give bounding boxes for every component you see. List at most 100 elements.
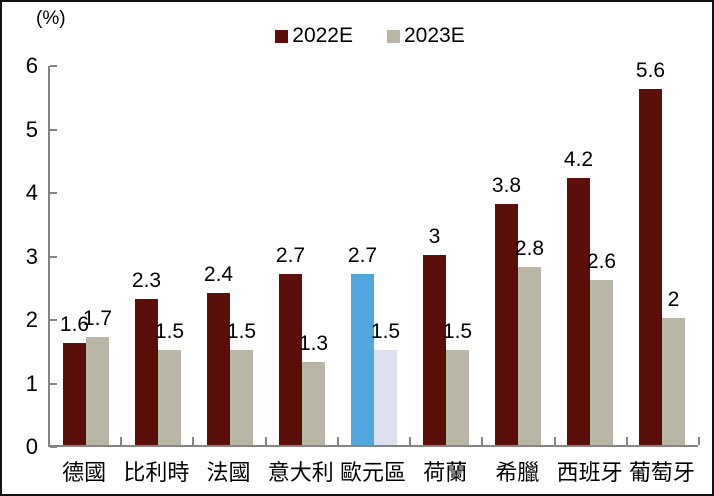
category-label-4: 意大利: [267, 460, 334, 485]
bar-value-label: 1.5: [442, 319, 473, 343]
y-tick: [50, 192, 57, 194]
bar-value-label: 2.3: [131, 268, 162, 292]
bar-group-7: 3.8 2.8: [482, 66, 554, 445]
bar-groups: 1.6 1.7 2.3 1.5 2.4 1.5 2.7 1.3 2.7 1.5 3 1.5 3.8 2.8…: [50, 59, 698, 445]
y-tick: [50, 382, 57, 385]
bar-2023e-葡萄牙: [662, 318, 685, 445]
category-label-1: 德國: [62, 460, 107, 485]
bar-col: 1.7: [82, 66, 113, 445]
plot-area: 1.6 1.7 2.3 1.5 2.4 1.5 2.7 1.3 2.7 1.5 3 1.5 3.8 2.8…: [48, 59, 700, 448]
category-label-7: 希臘: [495, 460, 540, 485]
bar-2023e-西班牙: [590, 279, 613, 445]
bar-2023e-法國: [230, 349, 253, 445]
y-tick: [50, 255, 57, 258]
bar-value-label: 1.5: [370, 319, 401, 343]
y-tick-label: 5: [25, 116, 38, 142]
x-tick: [409, 437, 412, 445]
x-tick: [336, 437, 339, 445]
legend-label-2023e: 2023E: [404, 24, 465, 47]
x-tick: [264, 437, 267, 445]
bar-col: 2.4: [203, 66, 234, 445]
category-label-3: 法國: [206, 460, 251, 485]
bar-col: 2.7: [347, 66, 378, 445]
bar-value-label: 4.2: [563, 148, 594, 172]
bar-2023e-比利時: [158, 349, 181, 445]
bar-col: 1.5: [226, 66, 257, 445]
x-tick: [481, 437, 484, 445]
x-tick: [553, 437, 556, 445]
category-label-2: 比利時: [123, 460, 190, 485]
y-tick: [50, 65, 57, 67]
legend-swatch-2023e: [387, 29, 400, 43]
bar-col: 1.6: [59, 66, 90, 445]
bar-group-2: 2.3 1.5: [122, 66, 194, 445]
bar-col: 3: [423, 66, 446, 445]
bar-col: 1.5: [442, 66, 473, 445]
y-tick-label: 2: [25, 307, 38, 332]
bar-col: 2.3: [131, 66, 162, 445]
y-tick-label: 6: [25, 53, 38, 78]
x-tick: [192, 437, 195, 445]
y-tick-label: 4: [25, 180, 38, 205]
bar-value-label: 3.8: [491, 173, 522, 197]
bar-2022e-葡萄牙: [639, 89, 662, 445]
legend-item-2023e: 2023E: [387, 24, 465, 48]
category-label-6: 荷蘭: [423, 460, 468, 485]
category-label-9: 葡萄牙: [628, 460, 695, 485]
bar-2022e-法國: [207, 292, 230, 445]
bar-2022e-歐元區: [351, 273, 374, 445]
bar-group-1: 1.6 1.7: [50, 66, 122, 445]
x-tick: [120, 437, 123, 445]
bar-2023e-荷蘭: [446, 349, 469, 445]
bar-value-label: 2.7: [347, 243, 378, 267]
bar-2023e-意大利: [302, 362, 325, 445]
y-tick: [50, 446, 57, 448]
y-tick-label: 1: [25, 370, 38, 396]
legend-swatch-2022e: [275, 29, 289, 43]
legend-item-2022e: 2022E: [275, 24, 353, 48]
bar-col: 2.8: [514, 66, 545, 445]
bar-col: 5.6: [636, 59, 665, 445]
bar-2023e-德國: [86, 337, 109, 445]
bar-2022e-希臘: [495, 203, 518, 445]
x-tick: [698, 437, 700, 445]
bar-value-label: 1.5: [154, 319, 185, 343]
bar-2022e-比利時: [135, 298, 158, 445]
bar-group-4: 2.7 1.3: [266, 66, 338, 445]
bar-value-label: 2.8: [514, 237, 545, 261]
bar-value-label: 2.7: [275, 243, 306, 267]
bar-col: 2: [662, 66, 685, 445]
bar-group-8: 4.2 2.6: [554, 66, 626, 445]
bar-col: 2.6: [586, 66, 617, 445]
y-tick-label: 3: [25, 243, 38, 269]
bar-2023e-希臘: [518, 267, 541, 445]
bar-2022e-西班牙: [567, 178, 590, 445]
category-label-5: 歐元區: [339, 460, 406, 485]
category-labels: 德國 比利時 法國 意大利 歐元區 荷蘭 希臘 西班牙 葡萄牙: [48, 457, 698, 489]
bar-group-3: 2.4 1.5: [194, 66, 266, 445]
bar-value-label: 2.6: [586, 249, 617, 273]
y-tick: [50, 128, 57, 131]
bar-col: 2.7: [275, 66, 306, 445]
legend: 2022E 2023E: [2, 24, 712, 48]
bar-value-label: 5.6: [635, 59, 666, 83]
bar-value-label: 1.6: [59, 313, 90, 337]
bar-value-label: 2.4: [203, 262, 234, 286]
x-tick: [625, 437, 628, 445]
category-label-8: 西班牙: [556, 460, 623, 485]
bar-2022e-德國: [63, 343, 86, 445]
bar-2022e-意大利: [279, 273, 302, 445]
bar-col: 1.3: [298, 66, 329, 445]
bar-col: 4.2: [563, 66, 594, 445]
bar-group-5: 2.7 1.5: [338, 66, 410, 445]
bar-2023e-歐元區: [374, 349, 397, 445]
bar-col: 1.5: [370, 66, 401, 445]
y-axis-unit-label: (%): [36, 8, 66, 29]
bar-col: 3.8: [491, 66, 522, 445]
y-tick-label: 0: [25, 434, 38, 459]
bar-group-6: 3 1.5: [410, 66, 482, 445]
bar-value-label: 1.7: [82, 307, 113, 331]
bar-value-label: 1.3: [298, 332, 329, 356]
bar-value-label: 1.5: [226, 319, 257, 343]
